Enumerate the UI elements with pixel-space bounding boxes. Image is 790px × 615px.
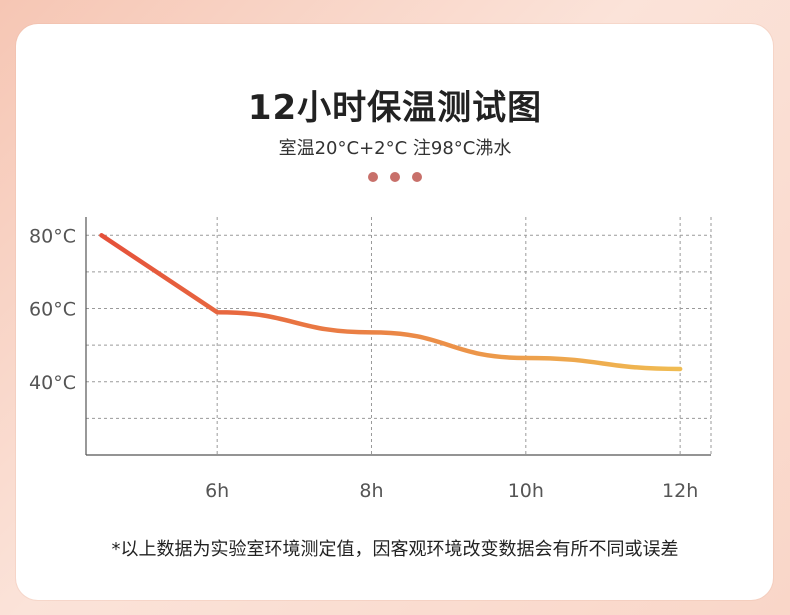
dot-icon: [368, 172, 378, 182]
y-tick-label: 60°C: [29, 299, 76, 321]
page-title: 12小时保温测试图: [247, 88, 543, 128]
y-tick-label: 80°C: [29, 225, 76, 247]
x-tick-label: 6h: [205, 480, 229, 502]
x-tick-label: 12h: [662, 480, 698, 502]
series: [99, 233, 683, 372]
footnote: *以上数据为实验室环境测定值，因客观环境改变数据会有所不同或误差: [111, 539, 679, 560]
dot-icon: [412, 172, 422, 182]
tick-labels: 80°C 60°C 40°C 6h 8h 10h 12h: [29, 225, 698, 502]
axes: [85, 217, 711, 456]
grid: [86, 217, 712, 455]
card: [16, 24, 773, 600]
page-subtitle: 室温20°C+2°C 注98°C沸水: [278, 138, 512, 159]
series-line: [99, 233, 683, 372]
x-tick-label: 10h: [508, 480, 544, 502]
y-tick-label: 40°C: [29, 372, 76, 394]
decorative-dots: [0, 172, 790, 184]
dot-icon: [390, 172, 400, 182]
x-tick-label: 8h: [359, 480, 383, 502]
